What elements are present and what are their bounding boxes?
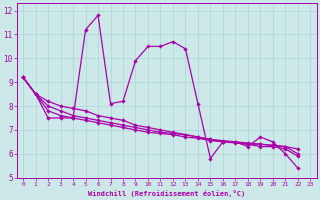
X-axis label: Windchill (Refroidissement éolien,°C): Windchill (Refroidissement éolien,°C): [88, 190, 245, 197]
